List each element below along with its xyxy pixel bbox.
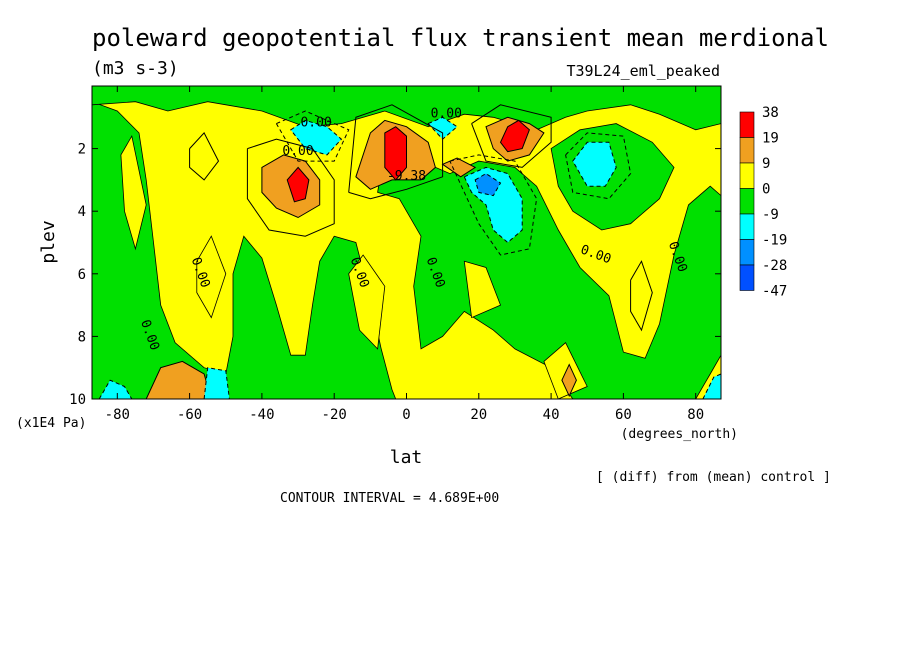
colorbar-label: 38 (762, 105, 779, 121)
contour-line-2 (348, 104, 444, 200)
cyan-region-2 (427, 116, 458, 140)
x-tick-label: 0 (402, 407, 410, 423)
colorbar-label: -47 (762, 284, 787, 300)
colorbar-label: 0 (762, 182, 770, 198)
contour-line-1 (246, 138, 335, 237)
green-region-top (92, 86, 721, 131)
contour-dashed-3 (565, 132, 632, 200)
contour-interval-label: CONTOUR INTERVAL = 4.689E+00 (280, 491, 499, 506)
yellow-pocket-4 (463, 260, 502, 319)
cyan-region-4 (572, 141, 617, 187)
y-axis-title: plev (38, 220, 59, 263)
x-tick-label: 80 (687, 407, 704, 423)
y-tick-label: 6 (78, 267, 86, 283)
x-tick-label: -80 (105, 407, 130, 423)
x-tick-label: -60 (177, 407, 202, 423)
y-tick-label: 2 (78, 142, 86, 158)
y-tick-label: 10 (69, 392, 86, 408)
cyan-region-7 (702, 373, 721, 399)
cyan-region-5 (203, 367, 230, 399)
contour-line-5 (630, 260, 653, 332)
plot-area (92, 86, 721, 399)
chart-units: (m3 s-3) (92, 58, 179, 79)
colorbar-label: -19 (762, 233, 787, 249)
colorbar-label: -28 (762, 258, 787, 274)
yellow-pocket-1 (120, 134, 147, 251)
x-tick-label: 60 (615, 407, 632, 423)
red-core-1 (286, 166, 310, 203)
chart-title: poleward geopotential flux transient mea… (92, 24, 829, 52)
x-tick-label: 20 (470, 407, 487, 423)
contour-label: 0.00 (431, 106, 462, 121)
y-tick-label: 4 (78, 204, 86, 220)
orange-region-5 (145, 360, 212, 399)
colorbar-label: -9 (762, 207, 779, 223)
x-tick-label: 40 (543, 407, 560, 423)
contour-dashed-2 (275, 110, 350, 162)
colorbar-swatch (739, 188, 755, 215)
run-label: T39L24_eml_peaked (566, 62, 720, 80)
green-region-center (377, 148, 721, 399)
x-axis-units: (degrees_north) (621, 427, 738, 442)
contour-line-3 (471, 104, 552, 168)
red-core-2 (384, 126, 407, 181)
colorbar-swatch (739, 239, 755, 266)
colorbar-swatch (739, 162, 755, 189)
y-tick-label: 8 (78, 329, 86, 345)
orange-region-6 (561, 363, 577, 398)
yellow-pocket-5 (543, 342, 588, 399)
red-core-3 (499, 119, 530, 153)
x-axis-title: lat (390, 447, 423, 468)
colorbar-label: 9 (762, 156, 770, 172)
colorbar-swatch (739, 264, 755, 291)
footer-note: [ (diff) from (mean) control ] (596, 470, 831, 485)
yellow-pocket-3 (348, 254, 386, 350)
contour-line-4 (189, 132, 220, 181)
cyan-region-1 (290, 119, 343, 156)
cyan-region-6 (98, 379, 133, 399)
green-region-sw (92, 101, 397, 399)
blue-core-1 (474, 173, 502, 197)
colorbar-swatch (739, 137, 755, 164)
colorbar: 38 19 9 0 -9 -19 -28 -47 (739, 105, 787, 300)
colorbar-swatch (739, 111, 755, 138)
y-axis-units: (x1E4 Pa) (16, 416, 86, 431)
contour-label: 0.00 (282, 144, 313, 159)
colorbar-label: 19 (762, 131, 779, 147)
x-tick-label: -20 (322, 407, 347, 423)
yellow-pocket-2 (196, 235, 227, 319)
contour-dashed-1 (449, 154, 538, 256)
contour-label: 0.00 (300, 116, 331, 131)
x-tick-label: -40 (249, 407, 274, 423)
contour-label: -9.38 (387, 169, 426, 184)
colorbar-swatch (739, 213, 755, 240)
